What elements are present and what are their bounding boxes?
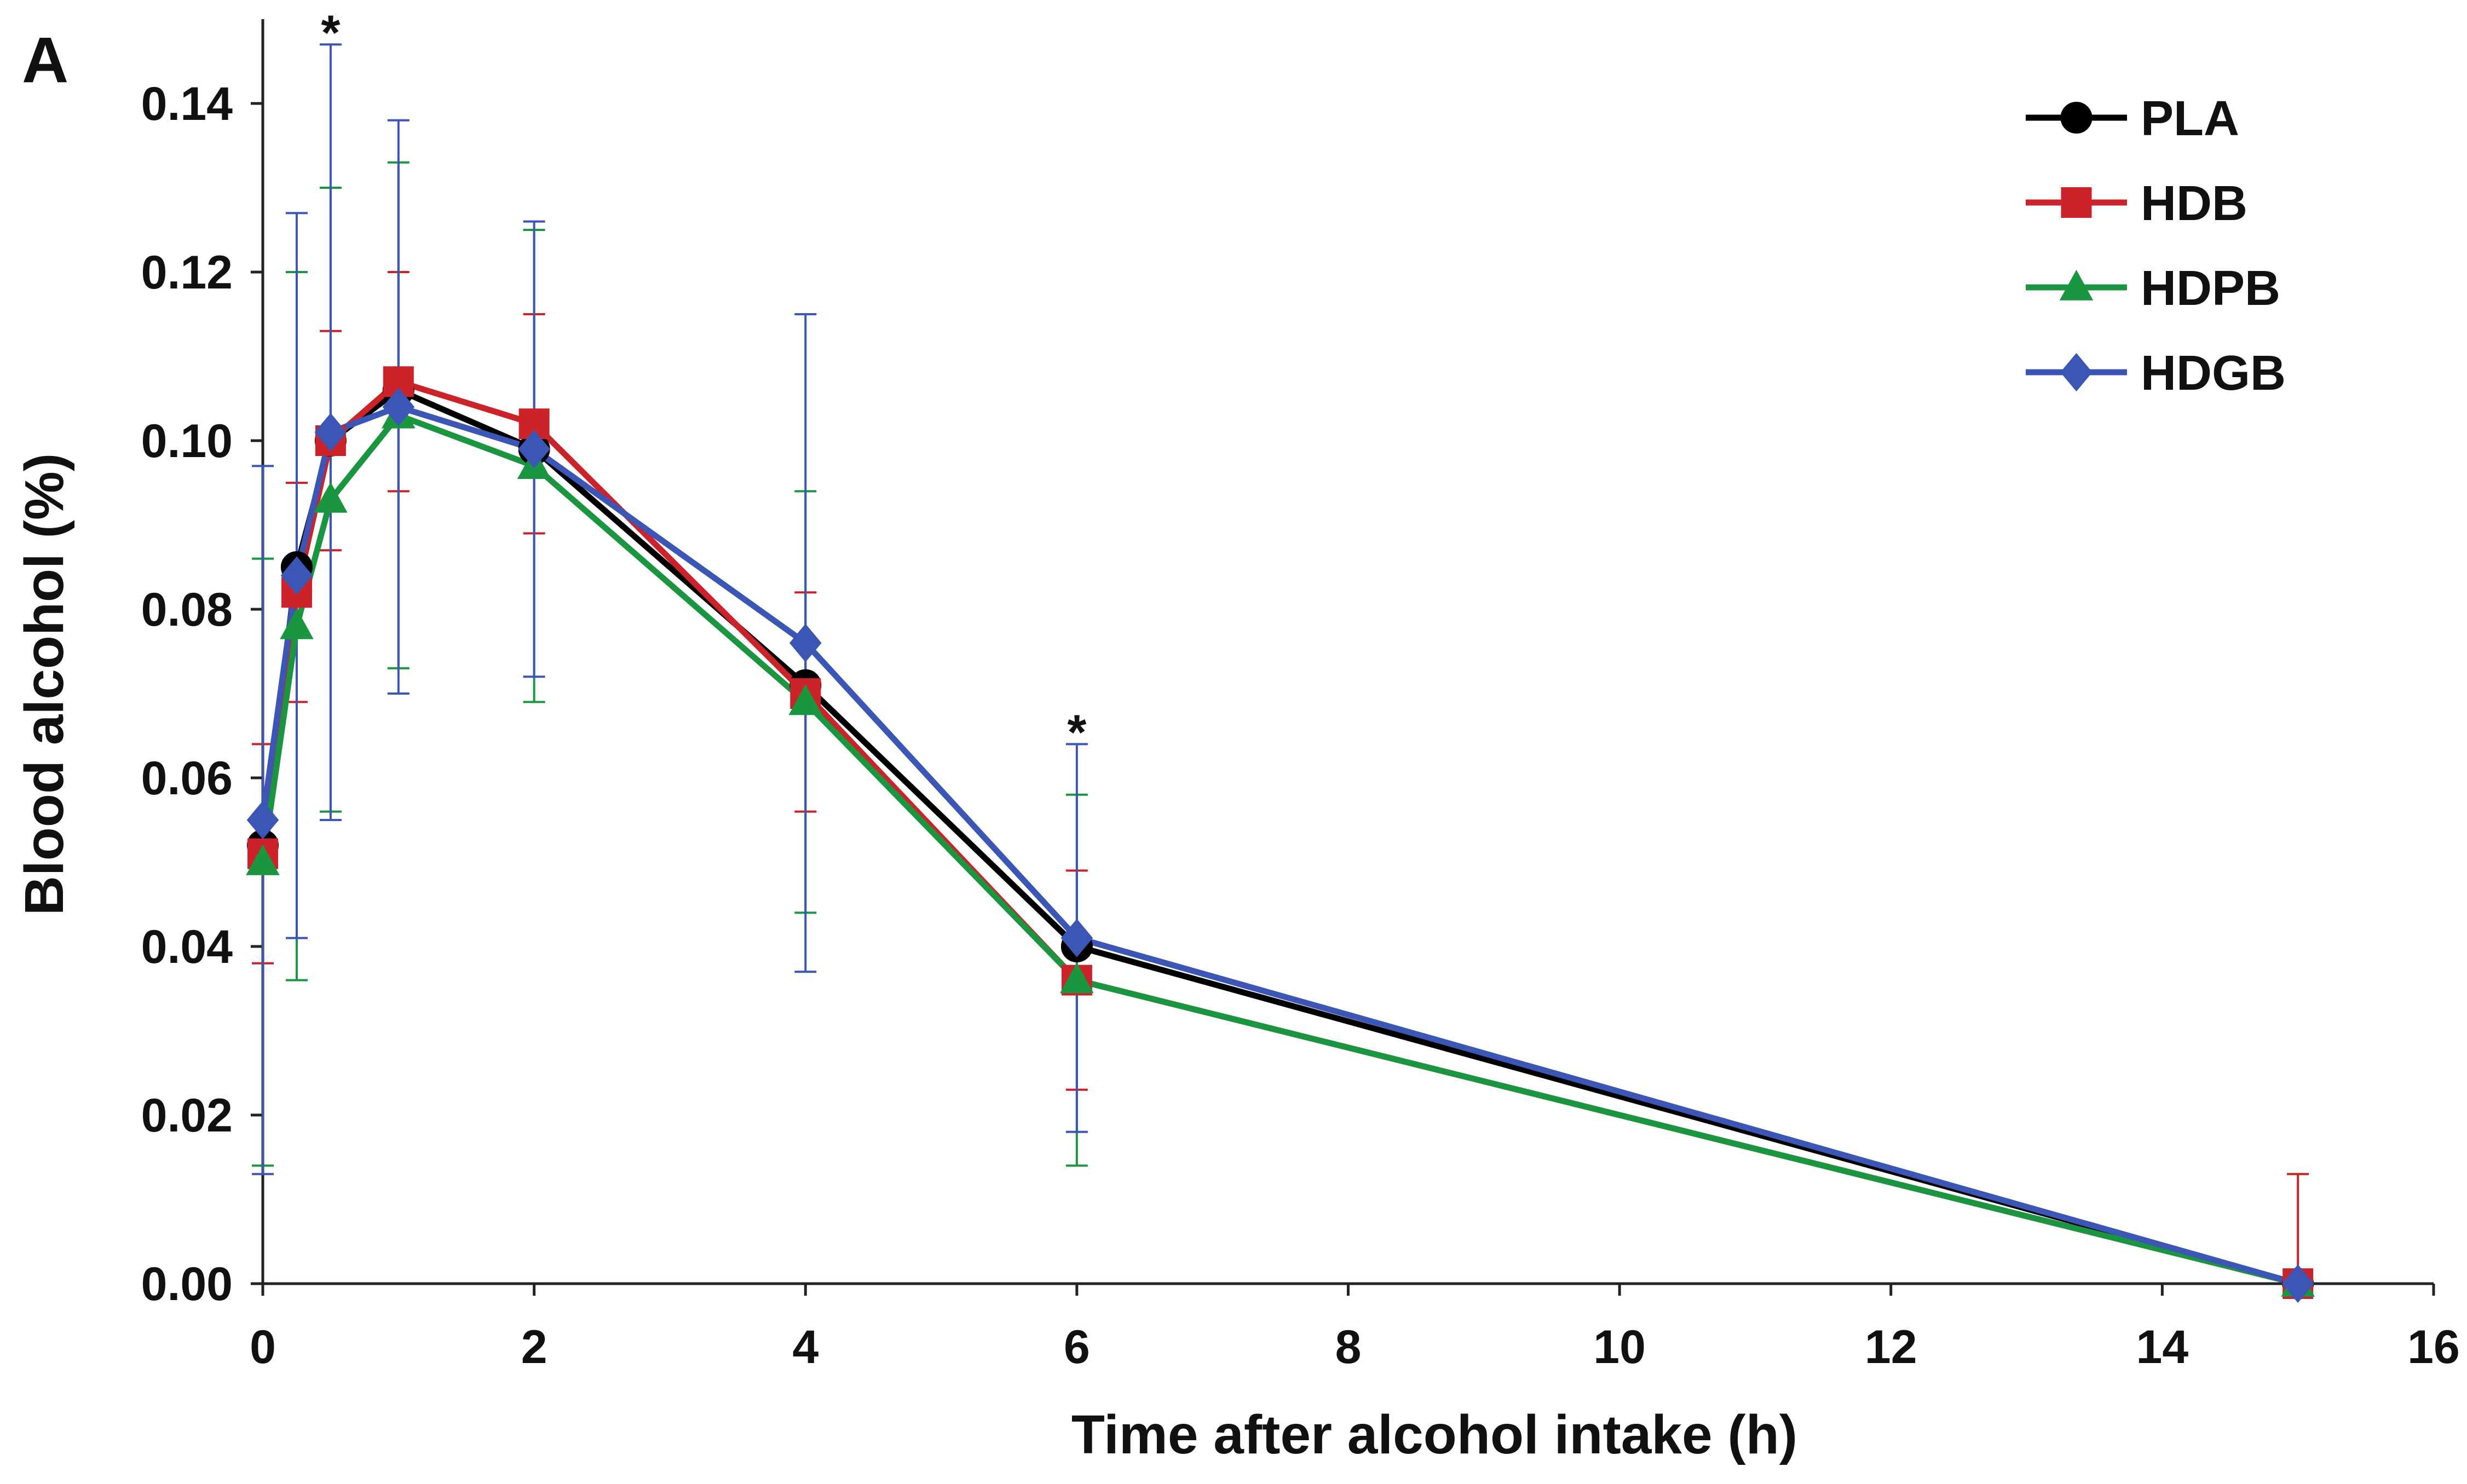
data-point-hdgb	[789, 623, 822, 662]
y-tick-label: 0.00	[141, 1258, 233, 1310]
data-point-hdpb	[788, 684, 823, 715]
y-tick-label: 0.06	[141, 752, 233, 805]
x-tick-label: 10	[1593, 1321, 1646, 1373]
y-tick-label: 0.10	[141, 415, 233, 467]
significance-marker: *	[321, 5, 340, 60]
x-tick-label: 2	[521, 1321, 547, 1373]
annotations: **	[321, 5, 1086, 760]
data-point-hdgb	[314, 413, 347, 452]
x-tick-label: 12	[1865, 1321, 1917, 1373]
y-tick-label: 0.12	[141, 246, 233, 299]
y-tick-label: 0.14	[141, 78, 233, 130]
axes: 0.00 0.02 0.04 0.06 0.08 0.10 0.12 0.14 0 2 4 6 8 10 1…	[141, 19, 2460, 1373]
data-point-hdgb	[280, 556, 313, 595]
legend-label-hdgb: HDGB	[2141, 346, 2286, 401]
data-point-hdgb	[382, 388, 415, 426]
y-tick-label: 0.08	[141, 584, 233, 636]
data-point-hdgb	[2281, 1264, 2314, 1303]
data-point-hdgb	[518, 430, 550, 469]
x-tick-label: 4	[792, 1321, 819, 1373]
legend-marker-hdb	[2061, 187, 2092, 218]
data-point-hdpb	[1060, 962, 1094, 994]
data-point-hdgb	[246, 800, 279, 840]
series-markers	[246, 366, 2315, 1303]
legend-label-pla: PLA	[2141, 91, 2239, 146]
x-tick-label: 6	[1064, 1321, 1090, 1373]
legend-marker-hdpb	[2059, 269, 2094, 301]
data-point-hdpb	[314, 482, 348, 513]
x-axis-title: Time after alcohol intake (h)	[1071, 1404, 1797, 1465]
panel-label: A	[22, 24, 68, 96]
legend-label-hdb: HDB	[2141, 176, 2247, 231]
x-tick-label: 0	[250, 1321, 276, 1373]
data-point-hdpb	[280, 608, 314, 639]
x-tick-label: 14	[2136, 1321, 2189, 1373]
series-line-hdgb	[260, 403, 2299, 1287]
y-axis-title: Blood alcohol (%)	[14, 453, 75, 915]
y-tick-label: 0.02	[141, 1089, 233, 1142]
data-point-hdpb	[246, 844, 280, 875]
significance-marker: *	[1067, 706, 1086, 760]
legend-label-hdpb: HDPB	[2141, 261, 2280, 316]
legend-marker-pla	[2060, 102, 2093, 134]
data-point-hdgb	[1060, 919, 1093, 957]
legend-marker-hdgb	[2060, 353, 2093, 392]
x-tick-label: 8	[1335, 1321, 1362, 1373]
legend: PLA HDB HDPB HDGB	[2026, 91, 2286, 401]
x-tick-label: 16	[2407, 1321, 2460, 1373]
y-tick-label: 0.04	[141, 921, 233, 973]
